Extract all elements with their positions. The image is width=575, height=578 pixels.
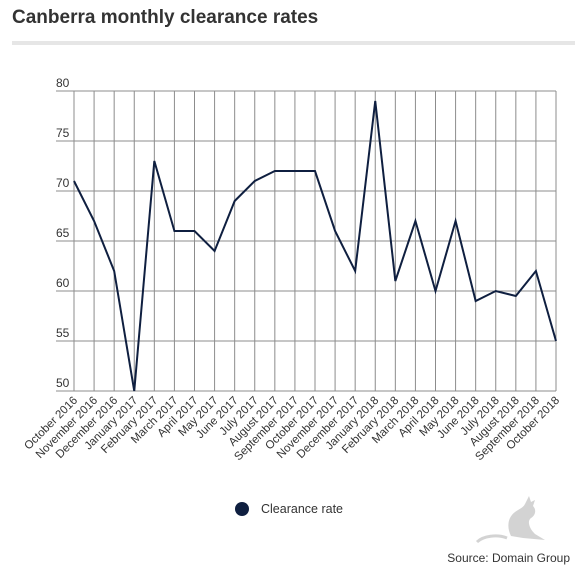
legend-label: Clearance rate (261, 502, 343, 516)
grid-layer (56, 90, 557, 392)
series-layer (73, 100, 557, 392)
source-note: Source: Domain Group (447, 551, 570, 565)
y-tick-label: 70 (56, 176, 70, 190)
kangaroo-watermark-icon (463, 488, 555, 550)
y-axis-ticks: 50 55 60 65 70 75 80 (56, 76, 70, 390)
title-underline (12, 41, 575, 45)
y-tick-label: 80 (56, 76, 70, 90)
y-tick-label: 50 (56, 376, 70, 390)
series-line-clearance-rate (73, 100, 557, 392)
chart-title: Canberra monthly clearance rates (12, 7, 319, 28)
y-tick-label: 65 (56, 226, 70, 240)
y-tick-label: 75 (56, 126, 70, 140)
y-tick-label: 60 (56, 276, 70, 290)
legend-marker-icon (235, 502, 249, 516)
legend: Clearance rate (235, 502, 343, 516)
y-tick-label: 55 (56, 326, 70, 340)
